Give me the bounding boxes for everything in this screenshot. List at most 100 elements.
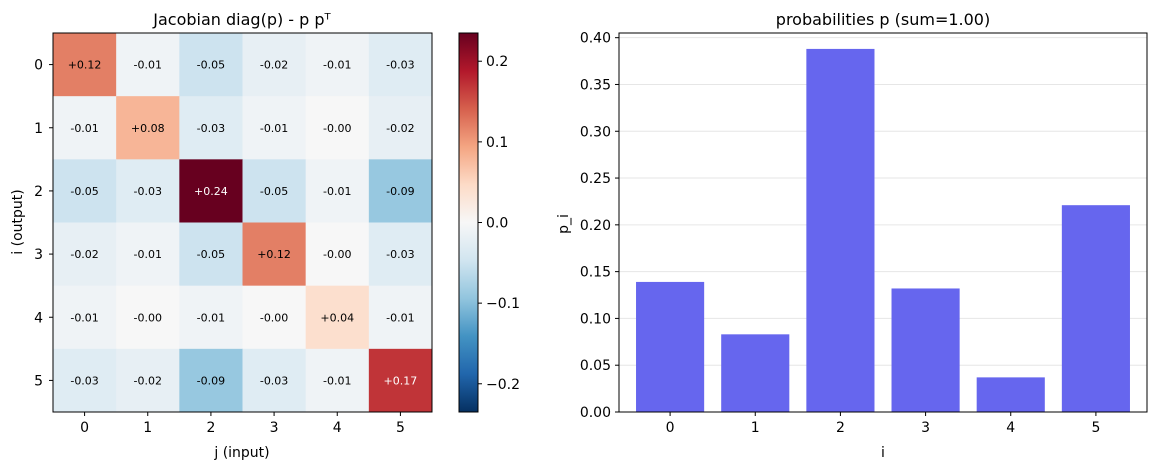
bar-y-tick-label: 0.00 xyxy=(580,405,611,421)
heatmap-cell-label: -0.01 xyxy=(386,311,414,324)
colorbar-gradient xyxy=(458,32,479,413)
heatmap-cell-label: -0.09 xyxy=(386,185,414,198)
heatmap-y-tick-label: 1 xyxy=(34,121,43,137)
heatmap-x-ticks: 0 1 2 3 4 5 xyxy=(80,412,405,436)
heatmap-cell xyxy=(179,33,243,97)
heatmap-y-tick-label: 2 xyxy=(34,184,43,200)
heatmap-frame xyxy=(52,32,433,413)
heatmap-x-tick-label: 5 xyxy=(396,420,405,436)
heatmap-cell-label: -0.01 xyxy=(260,122,288,135)
heatmap-cell xyxy=(179,222,243,287)
heatmap-cell xyxy=(179,285,243,350)
heatmap-x-tick-label: 0 xyxy=(80,420,89,436)
heatmap-cell-label: +0.04 xyxy=(320,311,354,324)
heatmap-cell xyxy=(242,222,307,287)
heatmap-cell-label: -0.09 xyxy=(197,374,225,387)
bar-y-ticks: 0.00 0.05 0.10 0.15 0.20 0.25 0.30 0.35 0.40 xyxy=(580,31,619,421)
heatmap-cell xyxy=(116,222,180,287)
heatmap-cell xyxy=(368,285,433,350)
heatmap-cell xyxy=(305,222,370,287)
heatmap-cell-label: -0.01 xyxy=(197,311,225,324)
heatmap-cell xyxy=(242,33,307,97)
heatmap-cell xyxy=(116,159,180,223)
heatmap-title: Jacobian diag(p) - p pᵀ xyxy=(152,10,331,29)
heatmap-cell-label: -0.03 xyxy=(70,374,98,387)
heatmap-cell xyxy=(53,159,117,223)
heatmap-cell-label: -0.02 xyxy=(134,374,162,387)
heatmap-cells: +0.12 -0.01 -0.05 -0.02 -0.01 -0.03 -0.01 +0.08… xyxy=(53,33,433,413)
heatmap-cell-label: -0.01 xyxy=(323,374,351,387)
heatmap-cell xyxy=(368,348,433,413)
heatmap-cell xyxy=(368,96,433,160)
heatmap-cell-label: -0.00 xyxy=(323,122,351,135)
heatmap-cell-label: -0.05 xyxy=(70,185,98,198)
bar-y-label: p_i xyxy=(556,214,572,234)
heatmap-x-tick-label: 2 xyxy=(206,420,215,436)
bar-series xyxy=(636,48,1130,413)
heatmap-y-tick-label: 3 xyxy=(34,247,43,263)
heatmap-cell-label: -0.05 xyxy=(197,59,225,72)
heatmap-cell-label: -0.01 xyxy=(70,122,98,135)
heatmap-cell-label: -0.01 xyxy=(70,311,98,324)
heatmap-y-ticks: 0 1 2 3 4 5 xyxy=(34,58,53,389)
heatmap-cell xyxy=(179,348,243,413)
bar-x-tick-label: 4 xyxy=(1006,420,1015,436)
heatmap-cell xyxy=(242,96,307,160)
bar xyxy=(1061,205,1130,412)
colorbar-tick-label: −0.1 xyxy=(486,296,520,312)
heatmap-cell-label: -0.02 xyxy=(260,59,288,72)
bar-x-tick-label: 5 xyxy=(1091,420,1100,436)
heatmap-cell-label: -0.01 xyxy=(134,248,162,261)
bar-y-tick-label: 0.20 xyxy=(580,218,611,234)
bar-y-tick-label: 0.30 xyxy=(580,124,611,140)
heatmap-cell xyxy=(53,222,117,287)
heatmap-cell-label: -0.03 xyxy=(260,374,288,387)
heatmap-cell-label: -0.03 xyxy=(386,248,414,261)
heatmap-cell xyxy=(116,348,180,413)
colorbar-tick-label: 0.1 xyxy=(486,135,508,151)
heatmap-cell-label: +0.12 xyxy=(257,248,291,261)
bar xyxy=(976,377,1045,412)
bar-frame xyxy=(618,32,1148,413)
bar-x-tick-label: 3 xyxy=(921,420,930,436)
heatmap-cell-label: -0.03 xyxy=(386,59,414,72)
heatmap-cell xyxy=(305,285,370,350)
heatmap-cell xyxy=(368,222,433,287)
heatmap-cell-label: -0.03 xyxy=(134,185,162,198)
bar-x-tick-label: 1 xyxy=(751,420,760,436)
heatmap-cell xyxy=(305,348,370,413)
bar xyxy=(721,334,790,412)
bar xyxy=(891,288,960,412)
heatmap-cell xyxy=(242,285,307,350)
heatmap-cell-label: -0.05 xyxy=(197,248,225,261)
heatmap-cell-label: -0.00 xyxy=(260,311,288,324)
bar-x-label: i xyxy=(881,445,885,461)
heatmap-cell xyxy=(305,96,370,160)
heatmap-cell xyxy=(242,348,307,413)
heatmap-cell xyxy=(368,159,433,223)
heatmap-cell-label: -0.01 xyxy=(134,59,162,72)
heatmap-x-label: j (input) xyxy=(213,445,269,461)
heatmap-cell-label: +0.12 xyxy=(68,59,102,72)
bar-title: probabilities p (sum=1.00) xyxy=(776,10,990,29)
colorbar: 0.2 0.1 0.0 −0.1 −0.2 xyxy=(458,32,520,413)
colorbar-ticks: 0.2 0.1 0.0 −0.1 −0.2 xyxy=(478,54,520,393)
bar-y-tick-label: 0.15 xyxy=(580,265,611,281)
heatmap-cell xyxy=(242,159,307,223)
heatmap-y-tick-label: 4 xyxy=(34,310,43,326)
heatmap-cell-label: -0.02 xyxy=(386,122,414,135)
colorbar-tick-label: 0.0 xyxy=(486,216,508,232)
heatmap-cell xyxy=(53,33,117,97)
bar xyxy=(806,48,875,413)
heatmap-y-tick-label: 0 xyxy=(34,58,43,74)
heatmap-cell xyxy=(179,159,243,223)
bar-x-ticks: 0 1 2 3 4 5 xyxy=(666,412,1100,436)
heatmap-cell xyxy=(116,96,180,160)
bar-y-tick-label: 0.05 xyxy=(580,358,611,374)
heatmap-cell xyxy=(53,96,117,160)
bar xyxy=(636,281,705,412)
bar-x-tick-label: 2 xyxy=(836,420,845,436)
heatmap-cell xyxy=(53,285,117,350)
